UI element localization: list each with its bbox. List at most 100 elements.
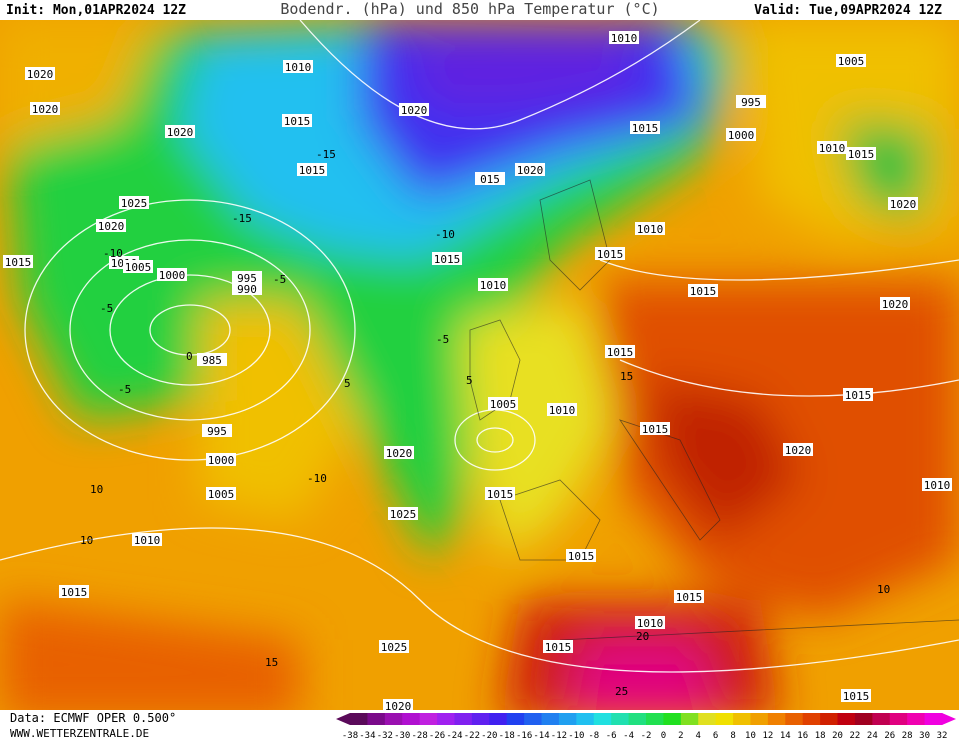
isobar-label-box (383, 699, 413, 712)
isobar-label-box (202, 424, 232, 437)
isobar-label-box (232, 282, 262, 295)
isobar-label: 1020 (32, 103, 59, 116)
colorbar-swatch (611, 713, 630, 725)
colorbar-swatch (663, 713, 682, 725)
data-source: Data: ECMWF OPER 0.500° (10, 711, 176, 725)
isobar-label: 1000 (208, 454, 235, 467)
colorbar-label: 10 (745, 731, 756, 741)
isobar-label-box (605, 345, 635, 358)
colorbar-label: 32 (937, 731, 948, 741)
isobar-label-box (283, 60, 313, 73)
colorbar-swatch (767, 713, 786, 725)
colorbar-label: -20 (481, 731, 497, 741)
colorbar-swatch (350, 713, 368, 725)
colorbar-swatch (889, 713, 908, 725)
isobar-label: 1015 (848, 148, 875, 161)
colorbar-label: 30 (919, 731, 930, 741)
isobar-label: 1015 (434, 253, 461, 266)
temperature-label: 20 (636, 630, 649, 643)
isobar-label-box (888, 197, 918, 210)
isobar-label-box (543, 640, 573, 653)
temperature-label: 5 (466, 374, 473, 387)
isobar-label: 1010 (637, 617, 664, 630)
isobar-label-box (630, 121, 660, 134)
colorbar-swatch (646, 713, 664, 725)
isobar-label: 1020 (98, 220, 125, 233)
isobar-label-box (635, 616, 665, 629)
website: WWW.WETTERZENTRALE.DE (10, 727, 149, 740)
isobar-label: 1020 (385, 700, 412, 713)
isobar-label: 990 (237, 283, 257, 296)
isobar-label-box (595, 247, 625, 260)
colorbar-swatch (715, 713, 734, 725)
colorbar-swatch (854, 713, 873, 725)
isobar-label-box (388, 507, 418, 520)
isobar-label-box (640, 422, 670, 435)
isobar-label: 1015 (690, 285, 717, 298)
isobar-label-box (132, 533, 162, 546)
isobar-label-box (478, 278, 508, 291)
isobar-label: 1000 (159, 269, 186, 282)
colorbar-label: -16 (516, 731, 532, 741)
isobar-label-box (488, 397, 518, 410)
colorbar-label: 28 (902, 731, 913, 741)
isobar-label: 1025 (121, 197, 148, 210)
temperature-label: -5 (273, 273, 286, 286)
colorbar-swatch (924, 713, 943, 725)
temperature-label: 10 (90, 483, 103, 496)
isobar-label-box (515, 163, 545, 176)
colorbar-label: -30 (394, 731, 410, 741)
colorbar-swatch (820, 713, 839, 725)
isobar-label: 1025 (381, 641, 408, 654)
isobar-label-box (399, 103, 429, 116)
colorbar-label: 18 (815, 731, 826, 741)
temperature-label: 0 (186, 350, 193, 363)
colorbar-label: 16 (797, 731, 808, 741)
colorbar-label: -4 (623, 731, 634, 741)
isobar-label-box (282, 114, 312, 127)
temperature-label: 15 (620, 370, 633, 383)
isobar-label: 1015 (845, 389, 872, 402)
isobar-label-box (232, 271, 262, 284)
colorbar-swatch (837, 713, 856, 725)
isobar-label: 1020 (517, 164, 544, 177)
colorbar-arrow-left (336, 713, 350, 725)
isobar-label-box (197, 353, 227, 366)
temperature-label: -5 (118, 383, 131, 396)
isobar-label: 1010 (480, 279, 507, 292)
header-bar (0, 0, 959, 20)
isobar-label: 1005 (838, 55, 865, 68)
isobar-label: 1010 (924, 479, 951, 492)
colorbar-swatch (384, 713, 403, 725)
isobar-label: 1010 (549, 404, 576, 417)
colorbar: -38 -34 -32 -30 -28 -26 -24 -22 -20 -18 -16 -14 -12-… (336, 713, 956, 741)
isobar-label-box (674, 590, 704, 603)
map-title: Bodendr. (hPa) und 850 hPa Temperatur (°… (280, 0, 659, 18)
colorbar-swatch (524, 713, 543, 725)
isobar-label: 1020 (27, 68, 54, 81)
isobar-label-box (297, 163, 327, 176)
isobar-label-box (609, 31, 639, 44)
isobar-label: 1015 (5, 256, 32, 269)
colorbar-swatch (454, 713, 473, 725)
isobar-label: 985 (202, 354, 222, 367)
colorbar-swatch (872, 713, 891, 725)
isobar-label: 1015 (676, 591, 703, 604)
map-labels: 1020101010201015102010201010100599510151… (3, 31, 952, 713)
isobar-label-box (485, 487, 515, 500)
temperature-label: -15 (316, 148, 336, 161)
colorbar-label: -32 (377, 731, 393, 741)
isobar-label-box (119, 196, 149, 209)
isobar-label: 1015 (487, 488, 514, 501)
colorbar-swatch (750, 713, 769, 725)
isobar-label-box (635, 222, 665, 235)
isobar-label-box (30, 102, 60, 115)
colorbar-swatch (437, 713, 455, 725)
colorbar-label: -2 (641, 731, 652, 741)
colorbar-swatch (576, 713, 595, 725)
temperature-label: -10 (307, 472, 327, 485)
isobar-label: 015 (480, 173, 500, 186)
isobar-label-box (922, 478, 952, 491)
temperature-label: 10 (80, 534, 93, 547)
isobar-label-box (432, 252, 462, 265)
